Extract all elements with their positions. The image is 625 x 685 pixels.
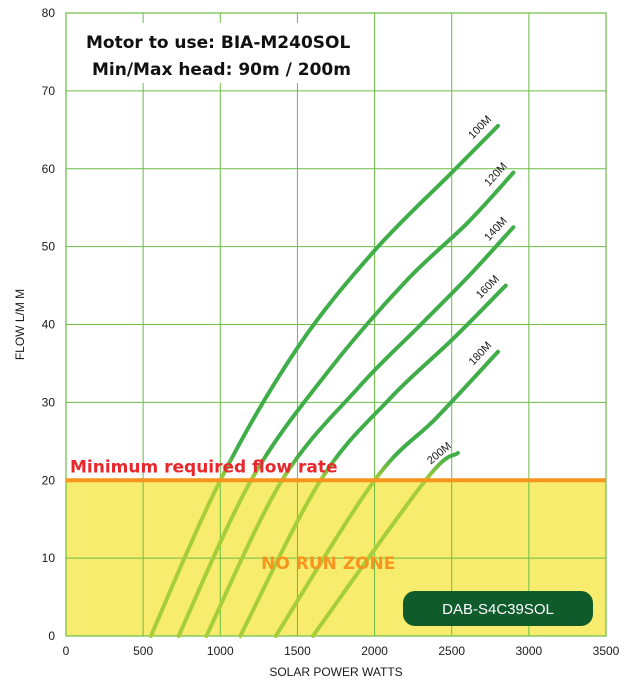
- x-tick-label: 1000: [207, 644, 234, 658]
- y-tick-label: 20: [42, 473, 56, 487]
- y-tick-label: 10: [42, 551, 56, 565]
- curve-label: 160M: [474, 273, 502, 301]
- info-box: [74, 23, 374, 83]
- chart-title-line-2: Min/Max head: 90m / 200m: [92, 60, 351, 80]
- y-axis-label: FLOW L/M M: [13, 289, 27, 360]
- x-tick-label: 2000: [361, 644, 388, 658]
- flow-curve: [148, 123, 500, 638]
- x-tick-label: 500: [133, 644, 153, 658]
- y-tick-label: 40: [42, 318, 56, 332]
- x-tick-label: 3500: [593, 644, 620, 658]
- x-tick-label: 2500: [438, 644, 465, 658]
- x-axis-ticks: 0 500 1000 1500 2000 2500 3000 3500: [63, 644, 620, 658]
- x-tick-label: 3000: [516, 644, 543, 658]
- x-tick-label: 0: [63, 644, 70, 658]
- flow-curve: [204, 225, 516, 638]
- y-tick-label: 30: [42, 395, 56, 409]
- curve-label: 180M: [467, 340, 495, 368]
- flow-curves: [148, 123, 516, 638]
- chart-title-line-1: Motor to use: BIA-M240SOL: [86, 33, 350, 53]
- flow-curve: [273, 349, 500, 638]
- minimum-flow-label: Minimum required flow rate: [70, 457, 338, 477]
- model-badge-text: DAB-S4C39SOL: [442, 601, 554, 618]
- no-run-zone-label: NO RUN ZONE: [261, 554, 395, 574]
- y-tick-label: 70: [42, 84, 56, 98]
- x-axis-label: SOLAR POWER WATTS: [269, 665, 402, 679]
- y-axis-ticks: 0 10 20 30 40 50 60 70 80: [42, 6, 56, 643]
- flow-curve: [238, 283, 508, 638]
- flow-curve: [310, 451, 460, 638]
- curve-label: 140M: [482, 215, 509, 243]
- model-badge: [403, 591, 593, 626]
- curve-label: 120M: [482, 161, 509, 189]
- y-tick-label: 80: [42, 6, 56, 20]
- y-tick-label: 50: [42, 240, 56, 254]
- y-tick-label: 60: [42, 162, 56, 176]
- flow-curve: [176, 170, 516, 638]
- y-tick-label: 0: [48, 629, 55, 643]
- plot-frame: [65, 12, 607, 637]
- curve-label: 100M: [466, 114, 494, 142]
- x-tick-label: 1500: [284, 644, 311, 658]
